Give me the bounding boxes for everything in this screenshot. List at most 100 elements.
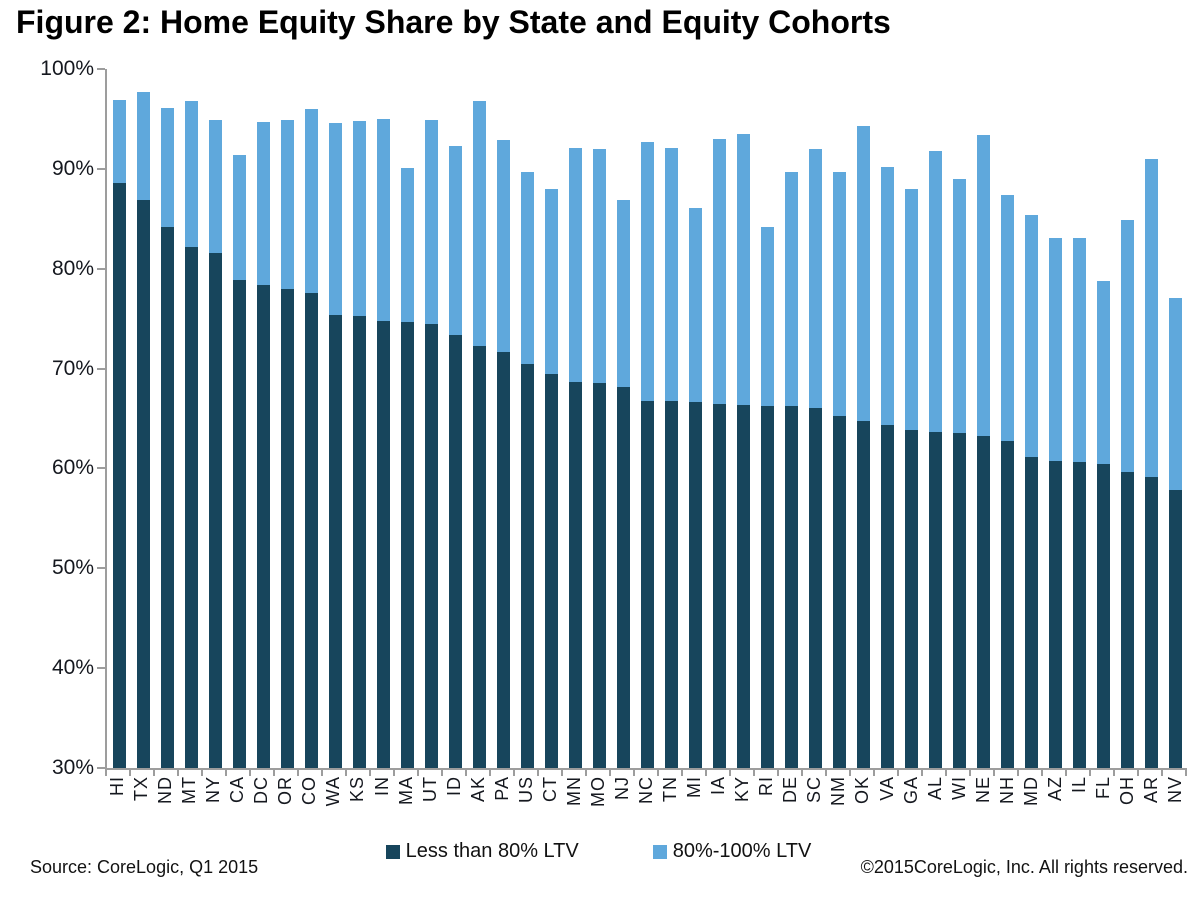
segment-less-than-80-ltv [448,334,462,768]
x-tick-label-ri: RI [756,776,777,796]
x-tick-label-nc: NC [636,776,657,804]
bar-slot-mo [587,69,611,768]
bar-slot-ks [347,69,371,768]
x-label-slot: NC [634,776,658,838]
x-tick-label-de: DE [780,776,801,804]
segment-80-100-ltv [784,171,798,406]
segment-less-than-80-ltv [184,246,198,768]
segment-less-than-80-ltv [904,430,918,768]
x-label-slot: AZ [1043,776,1067,838]
x-tick-label-nv: NV [1165,776,1186,804]
segment-80-100-ltv [112,99,126,183]
bar-nj [616,69,630,768]
x-tick-label-md: MD [1020,776,1041,806]
segment-80-100-ltv [1168,297,1182,491]
source-note: Source: CoreLogic, Q1 2015 [30,857,259,877]
x-tick-mark [969,770,971,776]
bar-ia [712,69,726,768]
x-tick-label-in: IN [371,776,392,796]
bar-ks [352,69,366,768]
copyright-note: ©2015CoreLogic, Inc. All rights reserved… [860,857,1188,877]
bar-slot-tn [659,69,683,768]
x-label-slot: AK [466,776,490,838]
bar-slot-co [299,69,323,768]
x-tick-mark [585,770,587,776]
bar-slot-mi [683,69,707,768]
x-label-slot: KY [730,776,754,838]
x-tick-mark [321,770,323,776]
bar-slot-ga [899,69,923,768]
segment-80-100-ltv [640,141,654,401]
x-tick-mark [105,770,107,776]
x-tick-mark [561,770,563,776]
segment-less-than-80-ltv [736,404,750,768]
bar-slot-ca [227,69,251,768]
segment-less-than-80-ltv [208,252,222,768]
x-label-slot: GA [899,776,923,838]
segment-80-100-ltv [856,125,870,421]
bar-co [304,69,318,768]
x-tick-label-tn: TN [660,776,681,802]
segment-80-100-ltv [952,178,966,434]
segment-80-100-ltv [448,145,462,335]
bar-slot-nv [1163,69,1187,768]
x-tick-label-tx: TX [131,776,152,802]
segment-less-than-80-ltv [1024,457,1038,768]
segment-80-100-ltv [928,150,942,433]
x-label-slot: MN [562,776,586,838]
segment-80-100-ltv [1144,158,1158,478]
x-axis-labels: HI TX ND MT NY CA DC OR CO WA KS IN MA UT ID AK PA US CT MN… [105,776,1187,838]
segment-less-than-80-ltv [376,320,390,768]
x-tick-label-oh: OH [1116,776,1137,805]
x-tick-mark [417,770,419,776]
x-tick-mark [801,770,803,776]
bar-nd [160,69,174,768]
segment-80-100-ltv [328,122,342,315]
segment-less-than-80-ltv [952,433,966,768]
x-label-slot: NE [971,776,995,838]
x-label-slot: TN [658,776,682,838]
x-tick-mark [609,770,611,776]
segment-less-than-80-ltv [136,199,150,768]
segment-less-than-80-ltv [712,403,726,768]
x-tick-mark [1161,770,1163,776]
x-tick-mark [1089,770,1091,776]
bar-sc [808,69,822,768]
x-label-slot: MA [394,776,418,838]
bar-ne [976,69,990,768]
x-tick-mark [729,770,731,776]
y-tick-mark [97,367,105,370]
segment-less-than-80-ltv [568,381,582,768]
segment-less-than-80-ltv [424,323,438,768]
segment-less-than-80-ltv [880,424,894,768]
bar-ar [1144,69,1158,768]
bar-slot-ri [755,69,779,768]
x-tick-label-nd: ND [155,776,176,804]
bar-ny [208,69,222,768]
segment-less-than-80-ltv [1168,490,1182,768]
bar-fl [1096,69,1110,768]
bar-slot-az [1043,69,1067,768]
bar-ca [232,69,246,768]
segment-less-than-80-ltv [544,373,558,768]
legend-item-80-100: 80%-100% LTV [652,840,811,863]
x-tick-mark [273,770,275,776]
y-tick-mark [97,467,105,470]
x-tick-label-nm: NM [828,776,849,806]
x-label-slot: IN [370,776,394,838]
bar-slot-ma [395,69,419,768]
x-tick-mark [297,770,299,776]
segment-less-than-80-ltv [640,400,654,768]
x-tick-label-hi: HI [107,776,128,796]
segment-80-100-ltv [304,108,318,293]
y-tick-label: 60% [51,456,94,480]
x-tick-mark [369,770,371,776]
x-tick-mark [1137,770,1139,776]
bar-or [280,69,294,768]
x-tick-label-dc: DC [251,776,272,804]
bar-slot-ia [707,69,731,768]
y-tick-label: 40% [51,656,94,680]
segment-80-100-ltv [616,199,630,387]
x-tick-mark [849,770,851,776]
